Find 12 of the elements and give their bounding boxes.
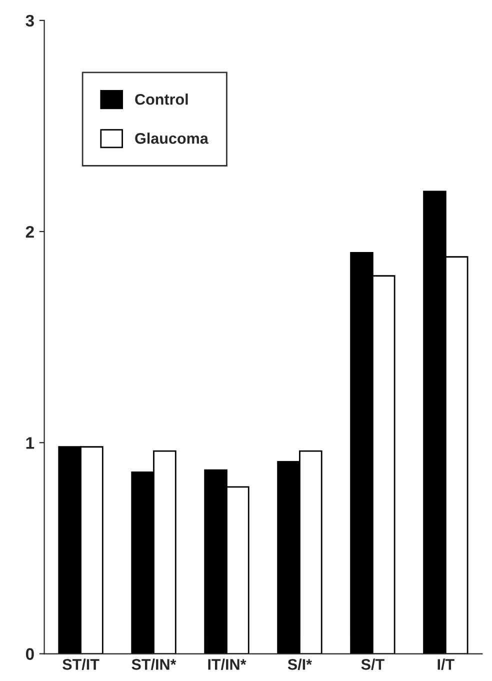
y-tick-label: 1: [26, 437, 34, 449]
x-tick-label: I/T: [438, 658, 454, 670]
x-tick-label: ST/IN*: [132, 658, 176, 670]
legend-label: Control: [135, 94, 188, 105]
x-tick-label: S/T: [361, 658, 384, 670]
y-tick-label: 3: [26, 14, 34, 27]
x-tick-label: IT/IN*: [208, 658, 246, 670]
x-tick-label: ST/IT: [62, 658, 100, 670]
x-tick-label: S/I*: [288, 658, 312, 670]
y-tick-label: 0: [26, 648, 34, 660]
legend-label: Glaucoma: [135, 132, 208, 144]
y-tick-label: 2: [26, 226, 34, 238]
